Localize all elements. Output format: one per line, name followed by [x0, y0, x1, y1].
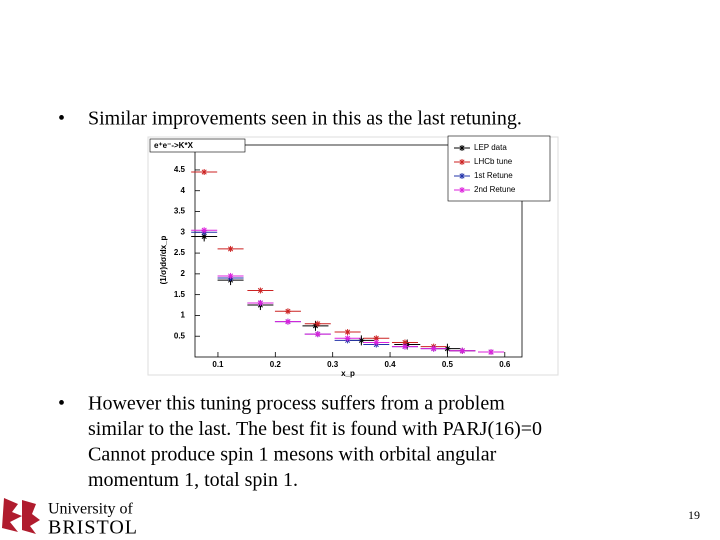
x-tick-label: 0.3 [327, 360, 339, 369]
marker-stroke [402, 344, 408, 350]
marker-stroke [257, 300, 263, 306]
data-point [334, 329, 361, 336]
marker-stroke [201, 227, 207, 233]
marker-stroke [444, 346, 450, 352]
marker-stroke [257, 287, 263, 294]
marker-stroke [459, 159, 465, 165]
data-point [363, 335, 390, 342]
bullet-text: similar to the last. The best fit is fou… [88, 418, 542, 440]
logo: University of BRISTOL [2, 498, 138, 539]
marker-stroke [345, 329, 351, 335]
legend-marker [454, 145, 470, 151]
bullet-text: However this tuning process suffers from… [88, 393, 505, 415]
y-tick-label: 2.5 [174, 248, 186, 257]
legend-marker [454, 187, 470, 193]
marker-stroke [228, 246, 234, 252]
marker-stroke [315, 331, 321, 337]
data-point [334, 335, 361, 342]
data-point [304, 320, 331, 327]
marker-stroke [431, 346, 437, 352]
chart-title-box [149, 138, 246, 153]
x-axis-label: x_p [341, 369, 355, 378]
x-tick-label: 0.5 [442, 360, 454, 369]
legend-label: 1st Retune [474, 171, 513, 180]
bullet-dot: • [58, 393, 65, 415]
marker-stroke [285, 319, 291, 325]
marker-stroke [201, 233, 207, 240]
legend-label: LEP data [474, 143, 507, 152]
marker-stroke [459, 145, 465, 151]
y-tick-label: 2 [181, 269, 186, 278]
data-point [191, 169, 218, 176]
data-point [274, 318, 301, 325]
y-tick-label: 1.5 [174, 290, 186, 299]
marker-stroke [358, 337, 364, 343]
bullet-text: Cannot produce spin 1 mesons with orbita… [88, 444, 497, 466]
marker-stroke [402, 339, 408, 346]
data-point [247, 287, 274, 294]
logo-text: University of [48, 501, 134, 518]
data-point [391, 339, 418, 346]
x-tick-label: 0.6 [499, 360, 511, 369]
chart-title: e⁺e⁻->K*X [154, 141, 194, 150]
y-tick-label: 0.5 [174, 331, 186, 340]
y-tick-label: 3 [181, 227, 186, 236]
data-point [191, 227, 218, 234]
marker-stroke [201, 169, 207, 175]
marker-stroke [228, 273, 234, 279]
legend-marker [454, 159, 470, 165]
data-point [217, 245, 244, 252]
data-point [247, 299, 274, 306]
marker-stroke [488, 349, 494, 355]
marker-stroke [459, 187, 465, 193]
bullet-text: momentum 1, total spin 1. [88, 469, 298, 491]
marker-stroke [459, 348, 465, 354]
y-tick-label: 3.5 [174, 207, 186, 216]
x-tick-label: 0.4 [384, 360, 396, 369]
page-number: 19 [688, 508, 700, 522]
marker-stroke [459, 173, 465, 179]
data-point [391, 343, 418, 350]
marker-stroke [373, 335, 379, 341]
data-point [304, 331, 331, 338]
data-point [478, 349, 505, 356]
x-tick-label: 0.2 [270, 360, 282, 369]
data-point [217, 272, 244, 279]
bullet-dot: • [58, 108, 65, 130]
marker-stroke [345, 335, 351, 341]
y-tick-label: 4.5 [174, 165, 186, 174]
y-tick-label: 4 [181, 186, 186, 195]
legend-label: LHCb tune [474, 157, 513, 166]
data-point [449, 347, 476, 354]
legend-marker [454, 173, 470, 179]
marker-stroke [315, 321, 321, 327]
data-point [191, 231, 218, 242]
y-tick-label: 1 [181, 311, 186, 320]
plot-area [194, 144, 523, 358]
bullet-text: Similar improvements seen in this as the… [88, 108, 522, 130]
data-point [420, 345, 447, 352]
marker-stroke [373, 339, 379, 346]
y-axis-label: (1/σ)dσ/dx_p [159, 236, 168, 285]
legend-label: 2nd Retune [474, 185, 516, 194]
data-point [274, 308, 301, 315]
logo-mark [2, 498, 40, 534]
marker-stroke [285, 308, 291, 314]
x-tick-label: 0.1 [212, 360, 224, 369]
logo-text: BRISTOL [48, 517, 138, 539]
data-point [363, 339, 390, 346]
